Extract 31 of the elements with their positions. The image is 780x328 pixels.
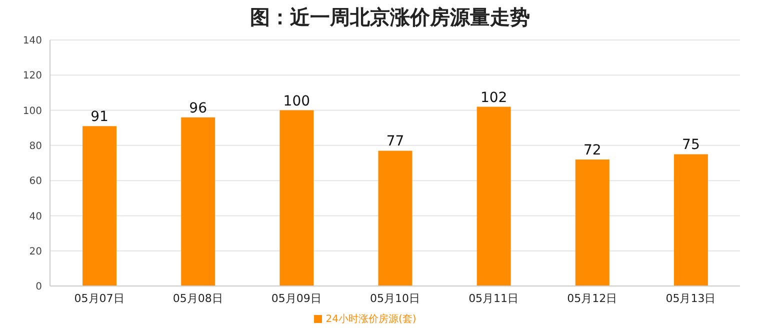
bar: [476, 106, 511, 286]
data-label: 91: [90, 109, 108, 126]
y-tick-label: 60: [29, 176, 42, 188]
x-tick-label: 05月08日: [172, 292, 223, 305]
y-tick-label: 140: [22, 36, 42, 47]
data-label: 77: [386, 134, 404, 150]
y-tick-label: 40: [29, 211, 42, 222]
y-tick-label: 80: [29, 140, 42, 152]
x-tick-label: 05月07日: [74, 292, 124, 305]
bar: [674, 154, 708, 286]
bar: [575, 159, 610, 286]
chart-title: 图：近一周北京涨价房源量走势: [249, 4, 531, 31]
x-tick-label: 05月13日: [666, 292, 716, 305]
bar: [378, 150, 412, 286]
bar: [181, 117, 216, 286]
x-tick-label: 05月12日: [567, 292, 618, 305]
y-tick-label: 0: [36, 282, 42, 293]
data-label: 100: [283, 93, 310, 110]
x-tick-label: 05月09日: [271, 292, 322, 305]
y-tick-label: 120: [22, 70, 42, 82]
bar: [280, 110, 314, 286]
data-label: 75: [682, 137, 700, 154]
y-tick-label: 100: [22, 106, 42, 117]
bar: [82, 126, 117, 286]
x-tick-label: 05月11日: [468, 292, 519, 305]
x-tick-label: 05月10日: [370, 292, 420, 305]
legend-label: 24小时涨价房源(套): [326, 314, 416, 325]
data-label: 96: [189, 100, 208, 116]
data-label: 72: [583, 142, 602, 158]
y-tick-label: 20: [29, 246, 42, 258]
data-label: 102: [480, 90, 508, 106]
